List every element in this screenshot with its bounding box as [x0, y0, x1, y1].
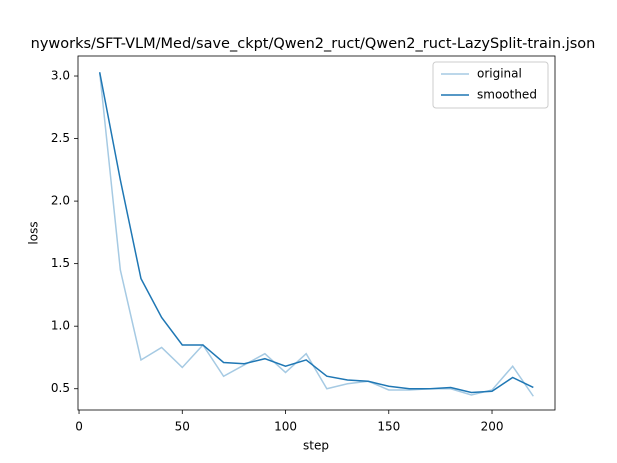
- x-tick-label: 0: [75, 420, 83, 434]
- line-series: [98, 72, 534, 397]
- y-tick-label: 1.5: [51, 256, 70, 270]
- chart-title: nyworks/SFT-VLM/Med/save_ckpt/Qwen2_ruct…: [31, 36, 596, 52]
- x-tick-label: 100: [274, 420, 297, 434]
- y-tick-label: 2.0: [51, 194, 70, 208]
- x-tick-label: 50: [175, 420, 190, 434]
- x-axis-label: step: [303, 439, 329, 453]
- y-axis-label: loss: [27, 221, 41, 244]
- legend-label: smoothed: [477, 88, 537, 102]
- x-tick-label: 150: [377, 420, 400, 434]
- legend-label: original: [477, 67, 522, 81]
- y-tick-label: 3.0: [51, 69, 70, 83]
- y-tick-label: 0.5: [51, 381, 70, 395]
- y-tick-label: 1.0: [51, 319, 70, 333]
- axes-frame: [77, 55, 556, 411]
- x-tick-label: 200: [481, 420, 504, 434]
- y-tick-label: 2.5: [51, 131, 70, 145]
- line-series: [98, 72, 534, 394]
